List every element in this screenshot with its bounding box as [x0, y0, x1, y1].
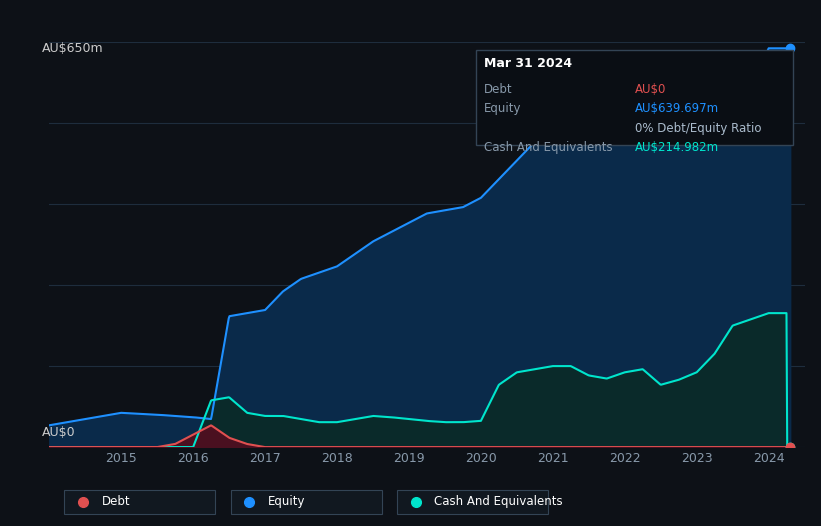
FancyBboxPatch shape [64, 490, 215, 514]
Text: AU$639.697m: AU$639.697m [635, 102, 718, 115]
Text: Debt: Debt [102, 495, 131, 508]
Text: Equity: Equity [268, 495, 305, 508]
Text: Cash And Equivalents: Cash And Equivalents [484, 141, 612, 154]
FancyBboxPatch shape [397, 490, 548, 514]
FancyBboxPatch shape [231, 490, 382, 514]
Text: Cash And Equivalents: Cash And Equivalents [434, 495, 563, 508]
FancyBboxPatch shape [476, 50, 793, 145]
Text: AU$650m: AU$650m [42, 42, 103, 55]
Text: Debt: Debt [484, 83, 512, 96]
Text: Mar 31 2024: Mar 31 2024 [484, 57, 571, 70]
Text: AU$0: AU$0 [42, 426, 76, 439]
Text: 0% Debt/Equity Ratio: 0% Debt/Equity Ratio [635, 122, 761, 135]
Text: AU$214.982m: AU$214.982m [635, 141, 718, 154]
Text: Equity: Equity [484, 102, 521, 115]
Text: AU$0: AU$0 [635, 83, 666, 96]
